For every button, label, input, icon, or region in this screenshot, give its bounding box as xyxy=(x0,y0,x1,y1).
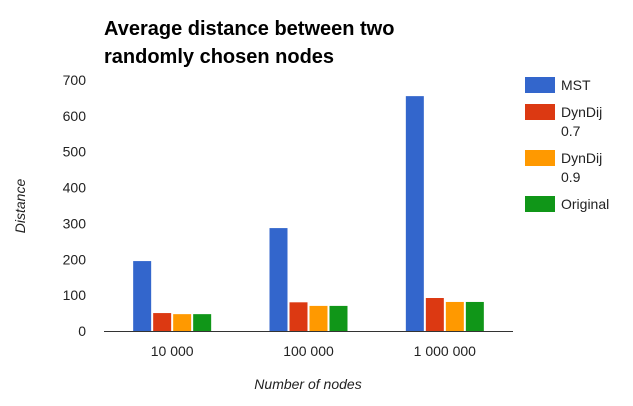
y-axis-ticks: 0 100 200 300 400 500 600 700 xyxy=(63,72,87,339)
y-tick-label-300: 300 xyxy=(63,215,87,231)
bar-dyndij-0-9-2 xyxy=(445,301,464,331)
legend-swatch-dyndij-0-7 xyxy=(525,104,555,120)
legend-label-dyndij-0-9-line-1: DynDij xyxy=(561,150,602,166)
x-axis-ticks: 10 000 100 000 1 000 000 xyxy=(151,343,476,359)
legend-label-original-line-1: Original xyxy=(561,196,609,212)
legend-label-dyndij-0-7-line-2: 0.7 xyxy=(561,123,581,139)
bar-dyndij-0-7-0 xyxy=(153,313,172,331)
bar-mst-2 xyxy=(405,96,424,331)
x-tick-label-2: 1 000 000 xyxy=(414,343,476,359)
bar-mst-0 xyxy=(133,261,152,331)
legend-item-original: Original xyxy=(525,196,609,212)
y-tick-label-100: 100 xyxy=(63,287,87,303)
bar-original-2 xyxy=(465,301,484,331)
y-tick-label-400: 400 xyxy=(63,180,87,196)
bar-dyndij-0-9-1 xyxy=(309,305,328,331)
bar-original-0 xyxy=(193,314,212,331)
x-tick-label-1: 100 000 xyxy=(283,343,334,359)
legend-label-dyndij-0-9-line-2: 0.9 xyxy=(561,169,581,185)
chart-title-line-1: Average distance between two xyxy=(104,18,394,40)
x-tick-label-0: 10 000 xyxy=(151,343,194,359)
legend-item-dyndij-0-9: DynDij 0.9 xyxy=(525,150,602,185)
legend-swatch-original xyxy=(525,196,555,212)
bar-mst-1 xyxy=(269,228,288,331)
y-tick-label-500: 500 xyxy=(63,144,87,160)
y-tick-label-200: 200 xyxy=(63,251,87,267)
x-axis-title: Number of nodes xyxy=(254,376,361,392)
legend-label-dyndij-0-7-line-1: DynDij xyxy=(561,104,602,120)
y-axis-title: Distance xyxy=(12,179,28,234)
legend-swatch-dyndij-0-9 xyxy=(525,150,555,166)
legend-label-mst-line-1: MST xyxy=(561,77,591,93)
bar-dyndij-0-7-1 xyxy=(289,302,308,331)
y-tick-label-600: 600 xyxy=(63,108,87,124)
bar-dyndij-0-7-2 xyxy=(425,298,444,331)
bar-dyndij-0-9-0 xyxy=(173,314,192,331)
bars xyxy=(133,96,484,331)
chart-title-line-2: randomly chosen nodes xyxy=(104,46,334,68)
legend-item-mst: MST xyxy=(525,77,591,93)
bar-original-1 xyxy=(329,305,348,331)
y-tick-label-0: 0 xyxy=(78,323,86,339)
y-tick-label-700: 700 xyxy=(63,72,87,88)
chart-title: Average distance between two randomly ch… xyxy=(104,18,394,68)
legend-swatch-mst xyxy=(525,77,555,93)
y-axis-title-group: Distance xyxy=(12,179,28,234)
legend-item-dyndij-0-7: DynDij 0.7 xyxy=(525,104,602,139)
legend: MST DynDij 0.7 DynDij 0.9 Original xyxy=(525,77,609,212)
